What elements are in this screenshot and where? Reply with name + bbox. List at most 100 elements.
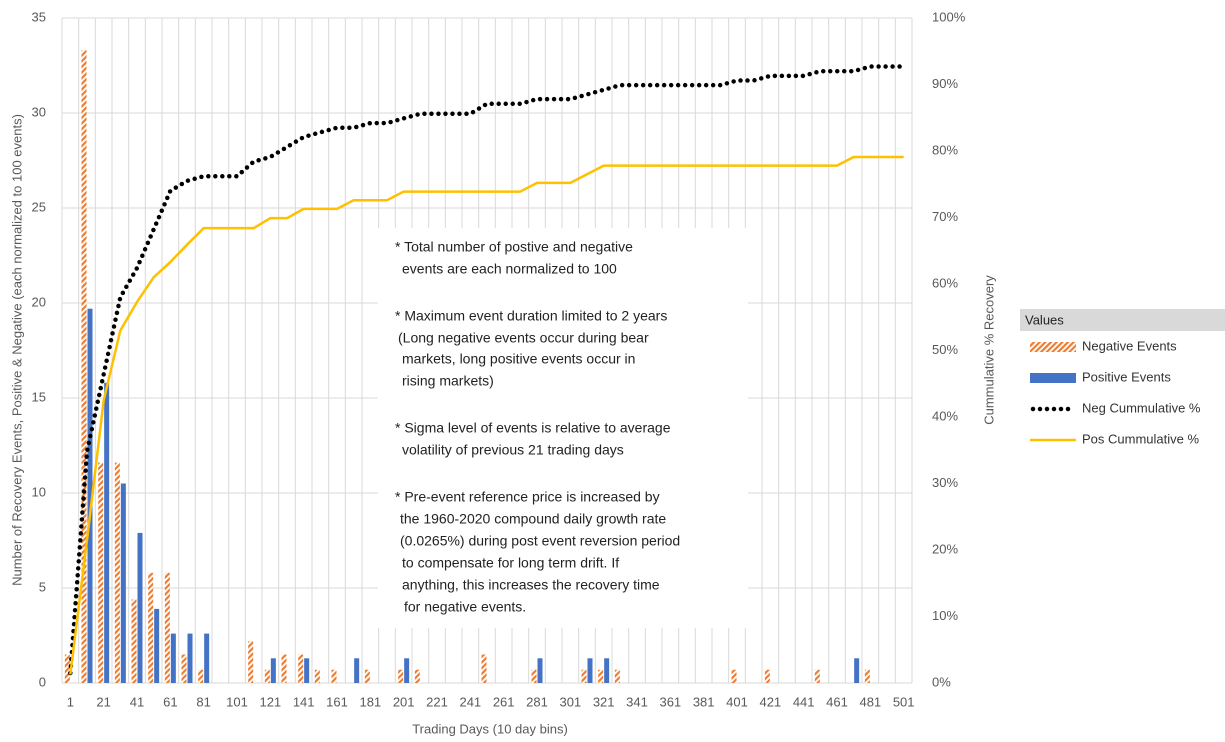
- x-tick-label: 341: [626, 694, 648, 709]
- annotation-line: for negative events.: [404, 599, 526, 615]
- y2-tick-label: 20%: [932, 541, 958, 556]
- y-tick-label: 5: [39, 579, 46, 594]
- y2-axis-label: Cummulative % Recovery: [981, 275, 996, 425]
- y-tick-label: 0: [39, 674, 46, 689]
- y-tick-label: 15: [32, 389, 46, 404]
- bar: [298, 654, 304, 683]
- bar: [198, 669, 204, 683]
- bar: [87, 308, 93, 683]
- bar: [204, 633, 210, 683]
- bar: [120, 483, 126, 683]
- legend-swatch: [1030, 342, 1076, 352]
- x-tick-label: 221: [426, 694, 448, 709]
- bar: [98, 462, 104, 683]
- legend-swatch: [1030, 373, 1076, 383]
- y2-tick-label: 70%: [932, 209, 958, 224]
- bar: [304, 658, 310, 683]
- bar: [854, 658, 860, 683]
- bar: [414, 669, 420, 683]
- annotation-line: (Long negative events occur during bear: [398, 330, 649, 346]
- x-tick-label: 101: [226, 694, 248, 709]
- labels: 0 5 10 15 20 25 30 35 0% 10% 20% 30% 40% 50% 60% 70% 80%…: [32, 9, 1225, 709]
- bar: [604, 658, 610, 683]
- x-tick-label: 401: [726, 694, 748, 709]
- annotation-line: (0.0265%) during post event reversion pe…: [400, 533, 680, 549]
- annotation-line: the 1960-2020 compound daily growth rate: [400, 511, 666, 527]
- x-tick-label: 461: [826, 694, 848, 709]
- legend-label: Negative Events: [1082, 338, 1177, 353]
- bar: [404, 658, 410, 683]
- y2-tick-label: 100%: [932, 9, 966, 24]
- x-tick-label: 181: [359, 694, 381, 709]
- x-tick-label: 421: [759, 694, 781, 709]
- bar: [264, 669, 270, 683]
- bar: [137, 532, 143, 683]
- annotation-line: to compensate for long term drift. If: [402, 555, 619, 571]
- bar: [64, 654, 70, 683]
- annotation-line: * Total number of postive and negative: [395, 239, 633, 255]
- legend-label: Pos Cummulative %: [1082, 431, 1199, 446]
- y-tick-label: 20: [32, 294, 46, 309]
- bar: [281, 654, 287, 683]
- legend-label: Neg Cummulative %: [1082, 400, 1201, 415]
- annotation-box: [378, 228, 748, 628]
- bar: [614, 669, 620, 683]
- marks: [64, 50, 906, 684]
- annotation-line: volatility of previous 21 trading days: [402, 442, 624, 458]
- bar: [354, 658, 360, 683]
- x-tick-label: 41: [130, 694, 144, 709]
- annotation-line: anything, this increases the recovery ti…: [402, 577, 660, 593]
- x-tick-label: 261: [493, 694, 515, 709]
- x-tick-label: 141: [293, 694, 315, 709]
- x-tick-label: 301: [559, 694, 581, 709]
- annotation-line: rising markets): [402, 373, 494, 389]
- x-tick-label: 161: [326, 694, 348, 709]
- legend-title: Values: [1025, 312, 1064, 327]
- x-tick-label: 121: [259, 694, 281, 709]
- legend-label: Positive Events: [1082, 369, 1171, 384]
- bar: [270, 658, 276, 683]
- y2-tick-label: 60%: [932, 275, 958, 290]
- bar: [537, 658, 543, 683]
- x-tick-label: 481: [859, 694, 881, 709]
- bar: [114, 462, 120, 683]
- x-tick-label: 361: [659, 694, 681, 709]
- bar: [864, 669, 870, 683]
- bar: [154, 608, 160, 683]
- annotation-line: * Pre-event reference price is increased…: [395, 489, 660, 505]
- bar: [731, 669, 737, 683]
- bar: [581, 669, 587, 683]
- x-tick-label: 381: [693, 694, 715, 709]
- x-tick-label: 201: [393, 694, 415, 709]
- bar: [598, 669, 604, 683]
- bar: [170, 633, 176, 683]
- annotation-line: markets, long positive events occur in: [402, 351, 635, 367]
- annotation-line: events are each normalized to 100: [402, 261, 617, 277]
- bar: [331, 669, 337, 683]
- y2-tick-label: 90%: [932, 76, 958, 91]
- y-axis-label: Number of Recovery Events, Positive & Ne…: [9, 114, 24, 586]
- bar: [364, 669, 370, 683]
- x-tick-label: 501: [893, 694, 915, 709]
- x-axis-label: Trading Days (10 day bins): [412, 721, 568, 736]
- bar: [181, 654, 187, 683]
- bar: [481, 654, 487, 683]
- y2-tick-label: 80%: [932, 142, 958, 157]
- y-tick-label: 25: [32, 199, 46, 214]
- bar: [131, 599, 137, 683]
- y2-tick-label: 40%: [932, 408, 958, 423]
- y2-tick-label: 30%: [932, 475, 958, 490]
- y2-tick-label: 0%: [932, 674, 951, 689]
- x-tick-label: 1: [67, 694, 74, 709]
- bar: [531, 669, 537, 683]
- bar: [164, 572, 170, 683]
- line: [69, 155, 904, 675]
- x-tick-label: 281: [526, 694, 548, 709]
- legend-header: [1020, 309, 1225, 331]
- bar: [81, 50, 87, 684]
- annotation-line: * Sigma level of events is relative to a…: [395, 420, 671, 436]
- y2-tick-label: 50%: [932, 342, 958, 357]
- y-tick-label: 30: [32, 104, 46, 119]
- bar: [314, 669, 320, 683]
